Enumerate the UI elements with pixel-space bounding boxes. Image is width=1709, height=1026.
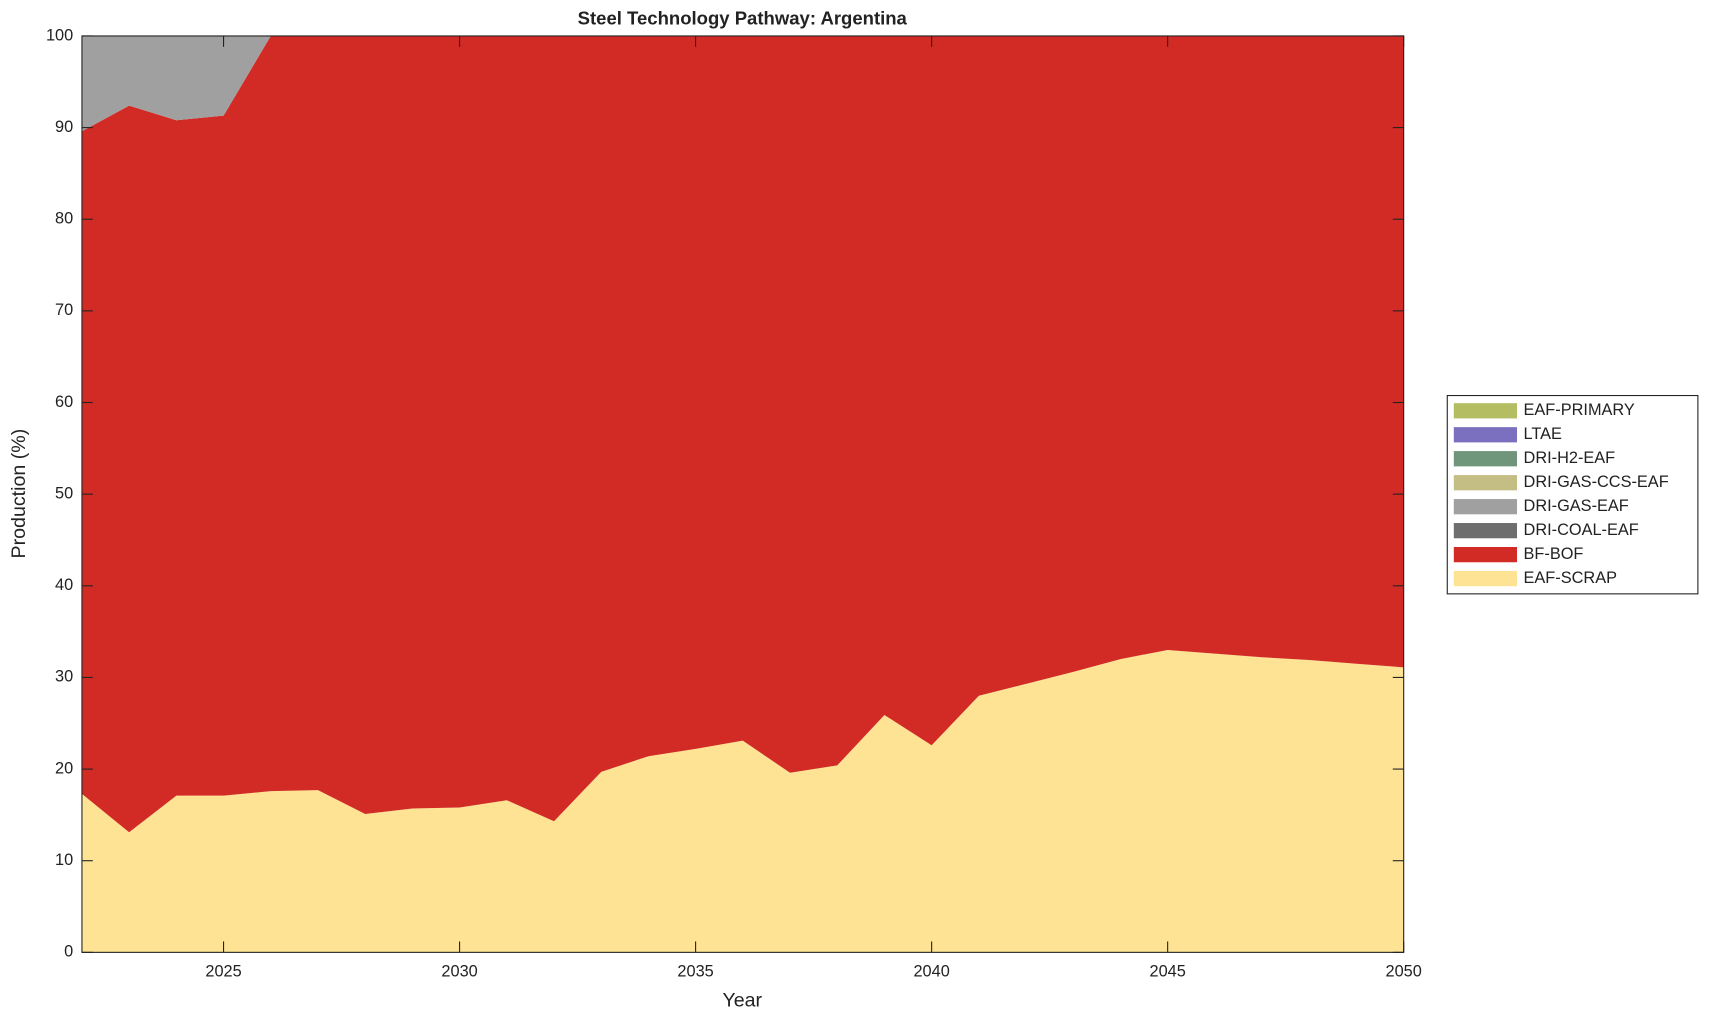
x-tick-label: 2025: [205, 962, 241, 980]
legend-label: LTAE: [1524, 425, 1563, 443]
area: [81, 649, 1404, 953]
legend-label: BF-BOF: [1524, 545, 1584, 563]
legend-swatch: [1453, 451, 1518, 467]
legend-swatch: [1453, 523, 1518, 539]
area: [81, 35, 1404, 833]
chart-title: Steel Technology Pathway: Argentina: [578, 8, 908, 29]
y-tick-label: 10: [55, 851, 73, 869]
y-tick-label: 80: [55, 210, 73, 228]
y-tick-label: 70: [55, 301, 73, 319]
y-tick-label: 20: [55, 759, 73, 777]
y-tick-label: 60: [55, 393, 73, 411]
y-tick-label: 30: [55, 668, 73, 686]
x-tick-label: 2050: [1386, 962, 1422, 980]
legend-label: DRI-H2-EAF: [1524, 449, 1616, 467]
y-tick-label: 50: [55, 484, 73, 502]
y-axis-label: Production (%): [8, 429, 30, 559]
legend-label: EAF-SCRAP: [1524, 569, 1618, 587]
y-tick-label: 90: [55, 118, 73, 136]
legend-swatch: [1453, 475, 1518, 491]
legend-swatch: [1453, 499, 1518, 515]
legend-swatch: [1453, 427, 1518, 443]
legend-swatch: [1453, 403, 1518, 419]
legend-label: DRI-COAL-EAF: [1524, 521, 1639, 539]
legend-box: [1446, 394, 1699, 595]
legend-label: DRI-GAS-CCS-EAF: [1524, 473, 1669, 491]
y-tick-label: 100: [46, 26, 73, 44]
y-tick-label: 40: [55, 576, 73, 594]
legend-label: EAF-PRIMARY: [1524, 401, 1635, 419]
legend-swatch: [1453, 570, 1518, 587]
y-tick-label: 0: [64, 943, 73, 961]
area: [81, 35, 1404, 132]
x-tick-label: 2030: [441, 962, 477, 980]
x-tick-label: 2040: [913, 962, 949, 980]
legend-label: DRI-GAS-EAF: [1524, 497, 1629, 515]
x-tick-label: 2035: [677, 962, 713, 980]
x-axis-label: Year: [722, 990, 762, 1012]
legend-swatch: [1453, 547, 1518, 563]
x-tick-label: 2045: [1149, 962, 1185, 980]
